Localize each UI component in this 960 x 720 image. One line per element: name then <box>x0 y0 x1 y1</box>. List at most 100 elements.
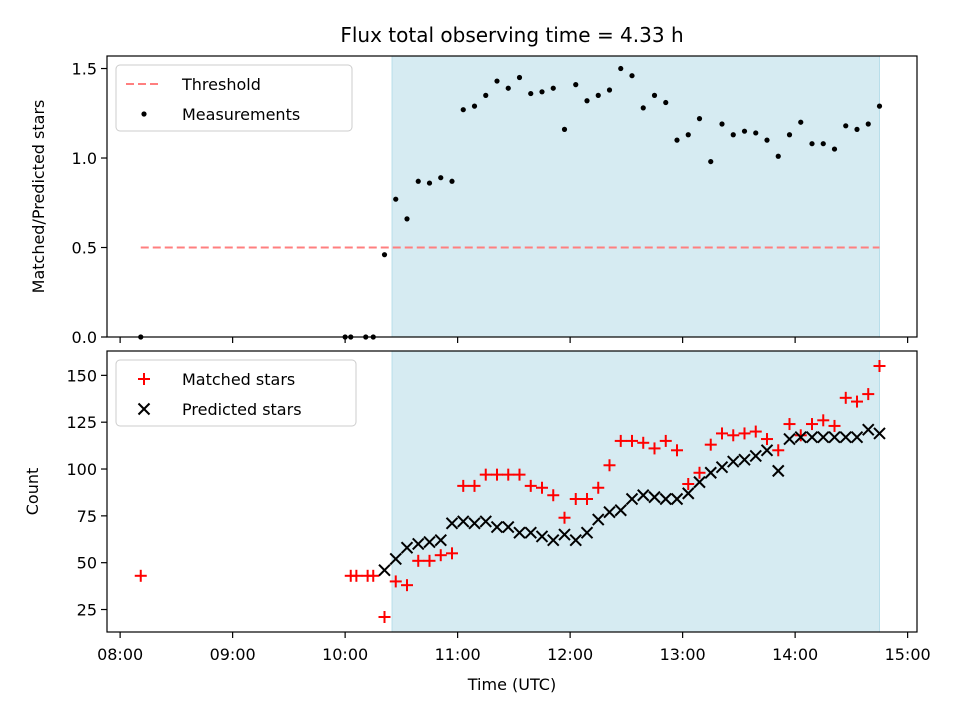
predicted-star-point <box>783 432 796 446</box>
legend-box <box>115 359 357 427</box>
y-tick-label: 25 <box>77 601 97 620</box>
predicted-star-point <box>873 427 886 440</box>
predicted-star-point <box>603 505 616 519</box>
predicted-star-point <box>423 535 436 549</box>
x-tick-label: 14:00 <box>772 645 818 664</box>
measurement-point <box>764 137 770 143</box>
measurement-point <box>505 85 511 91</box>
predicted-star-point <box>727 455 740 468</box>
matched-star-point <box>659 434 672 447</box>
matched-star-point <box>350 569 363 582</box>
y-axis-title: Matched/Predicted stars <box>29 100 48 294</box>
predicted-star-point <box>502 520 515 534</box>
predicted-star-point <box>457 515 470 528</box>
matched-star-point <box>716 427 728 440</box>
measurement-point <box>528 90 534 97</box>
matched-star-point <box>389 575 402 588</box>
legend-marker <box>141 111 147 117</box>
legend-marker <box>138 373 150 385</box>
matched-star-point <box>513 468 526 481</box>
matched-star-point <box>738 427 751 440</box>
matched-star-point <box>592 481 605 494</box>
predicted-star-point <box>580 526 594 539</box>
y-tick-label: 50 <box>77 554 97 573</box>
matched-star-point <box>569 492 582 505</box>
predicted-star-point <box>715 460 729 474</box>
x-tick-label: 08:00 <box>97 645 143 664</box>
y-tick-label: 1.5 <box>72 60 97 79</box>
axes-frame <box>106 350 918 633</box>
matched-star-point <box>446 547 458 560</box>
measurement-point <box>741 128 748 134</box>
matched-star-point <box>839 391 852 404</box>
x-tick-label: 12:00 <box>547 645 593 664</box>
matched-star-point <box>693 466 706 479</box>
matched-star-point <box>581 492 593 505</box>
matched-star-point <box>806 418 818 431</box>
matched-star-point <box>749 425 762 438</box>
measurement-point <box>843 123 849 129</box>
matched-star-point <box>648 442 661 455</box>
measurement-point <box>426 180 433 186</box>
measurement-point <box>730 132 736 138</box>
y-tick-label: 100 <box>66 460 97 479</box>
measurement-point <box>854 126 860 132</box>
measurement-point <box>584 98 590 104</box>
observing-window-band <box>391 350 880 633</box>
predicted-star-point <box>794 430 807 444</box>
measurement-point <box>696 116 703 122</box>
matched-star-point <box>873 359 886 372</box>
measurement-point <box>516 74 523 81</box>
measurement-point <box>629 73 635 79</box>
measurement-point <box>438 175 444 181</box>
matched-star-point <box>367 569 380 582</box>
measurement-point <box>708 158 714 165</box>
measurement-point <box>663 99 669 106</box>
predicted-star-point <box>760 444 774 457</box>
matched-star-point <box>671 444 683 457</box>
matched-star-point <box>401 579 413 592</box>
x-tick-label: 11:00 <box>435 645 481 664</box>
legend-box <box>115 64 353 132</box>
predicted-star-point <box>772 464 785 478</box>
measurement-point <box>775 153 781 159</box>
measurement-point <box>753 130 759 136</box>
predicted-star-point <box>490 520 504 534</box>
matched-star-point <box>457 479 470 492</box>
predicted-star-point <box>378 563 391 577</box>
matched-star-point <box>423 554 436 567</box>
predicted-star-point <box>850 430 864 444</box>
matched-star-point <box>479 468 492 481</box>
measurement-point <box>561 126 568 132</box>
predicted-star-point <box>513 526 526 539</box>
x-axis-title: Time (UTC) <box>467 675 556 694</box>
predicted-star-point <box>704 466 717 479</box>
predicted-star-point <box>659 492 672 506</box>
predicted-star-point <box>839 430 852 444</box>
y-tick-label: 75 <box>77 507 97 526</box>
predicted-star-point <box>547 533 560 547</box>
matched-star-point <box>682 478 695 491</box>
predicted-star-point <box>693 475 706 489</box>
x-tick-label: 09:00 <box>210 645 256 664</box>
x-tick-label: 13:00 <box>660 645 706 664</box>
measurement-point <box>550 85 556 91</box>
matched-star-point <box>558 511 571 524</box>
matched-star-point <box>412 554 425 567</box>
matched-star-point <box>468 479 481 492</box>
measurement-point <box>393 196 399 202</box>
matched-star-point <box>491 468 503 481</box>
measurement-point <box>719 121 725 127</box>
measurement-point <box>786 132 793 138</box>
measurement-point <box>381 252 388 258</box>
predicted-star-point <box>524 526 537 539</box>
matched-star-point <box>783 418 796 431</box>
top-panel: 0.0 0.5 1.0 1.5 Matched/Predicted stars Thres… <box>29 55 918 347</box>
matched-star-point <box>794 429 807 442</box>
matched-star-point <box>772 444 785 457</box>
predicted-star-point <box>670 492 684 506</box>
matched-star-point <box>828 419 841 432</box>
predicted-star-point <box>828 430 841 444</box>
measurement-point <box>404 216 410 222</box>
series-measurements <box>138 65 883 340</box>
